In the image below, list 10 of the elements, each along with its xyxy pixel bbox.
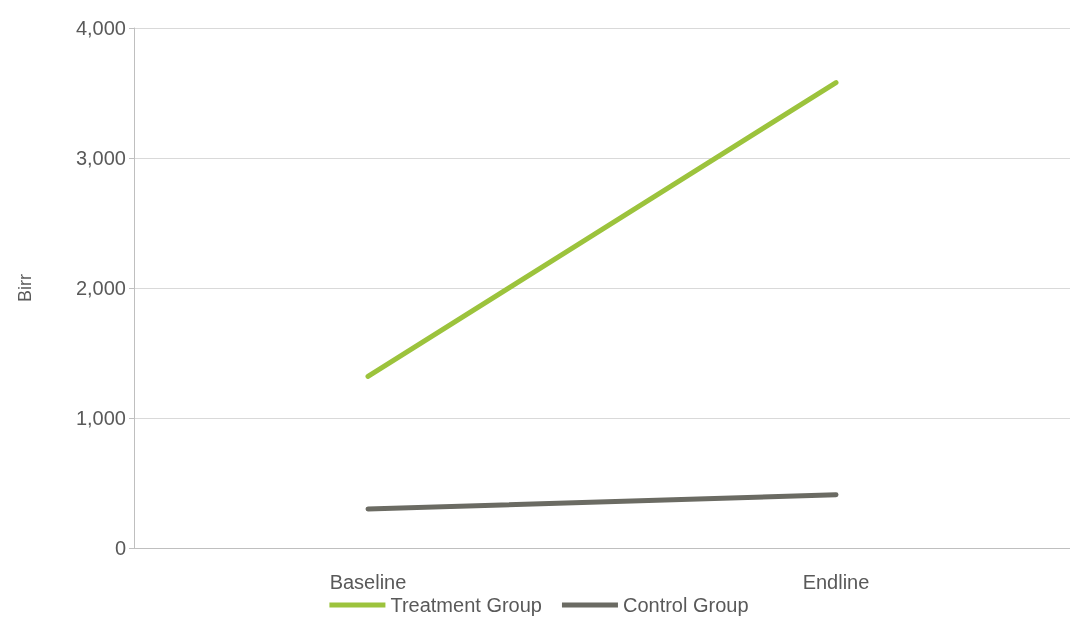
x-tick-label: Endline: [802, 571, 870, 593]
y-tick-label: 0: [114, 537, 126, 559]
x-tick-label: Baseline: [329, 571, 407, 593]
y-tick-label: 3,000: [75, 147, 126, 169]
legend-label: Control Group: [622, 594, 749, 616]
y-axis-title: Birr: [15, 274, 35, 302]
y-tick-label: 1,000: [75, 407, 126, 429]
y-tick-label: 2,000: [75, 277, 126, 299]
y-tick-label: 4,000: [75, 17, 126, 39]
legend-label: Treatment Group: [390, 594, 542, 616]
